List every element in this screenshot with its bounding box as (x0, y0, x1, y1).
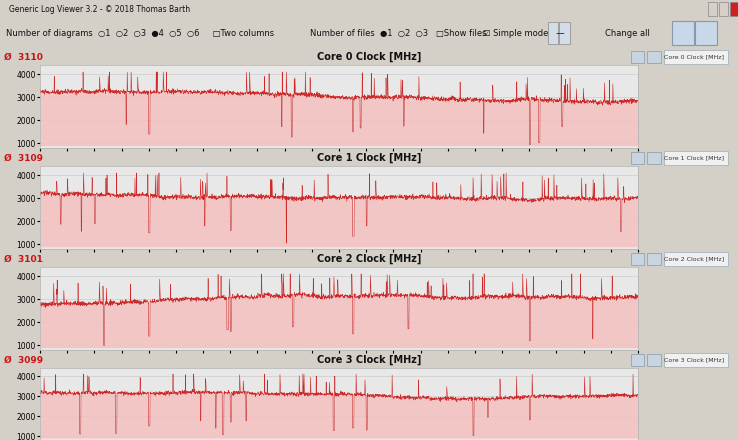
Text: Generic Log Viewer 3.2 - © 2018 Thomas Barth: Generic Log Viewer 3.2 - © 2018 Thomas B… (9, 5, 190, 15)
FancyBboxPatch shape (631, 354, 644, 367)
FancyBboxPatch shape (664, 151, 728, 165)
Text: Core 2 Clock [MHz]: Core 2 Clock [MHz] (663, 257, 724, 261)
Text: Core 3 Clock [MHz]: Core 3 Clock [MHz] (317, 355, 421, 365)
Text: Core 0 Clock [MHz]: Core 0 Clock [MHz] (663, 55, 724, 59)
FancyBboxPatch shape (664, 50, 728, 64)
FancyBboxPatch shape (647, 152, 661, 165)
FancyBboxPatch shape (708, 2, 717, 16)
FancyBboxPatch shape (647, 354, 661, 367)
Text: Ø  3109: Ø 3109 (4, 154, 43, 162)
Text: Number of files  ●1  ○2  ○3   □Show files: Number of files ●1 ○2 ○3 □Show files (310, 29, 486, 37)
Text: Ø  3099: Ø 3099 (4, 356, 43, 364)
FancyBboxPatch shape (647, 51, 661, 63)
Text: Ø  3101: Ø 3101 (4, 254, 43, 264)
Text: Core 3 Clock [MHz]: Core 3 Clock [MHz] (663, 357, 724, 363)
FancyBboxPatch shape (631, 253, 644, 265)
Text: Core 0 Clock [MHz]: Core 0 Clock [MHz] (317, 52, 421, 62)
Text: Core 1 Clock [MHz]: Core 1 Clock [MHz] (663, 155, 724, 161)
FancyBboxPatch shape (631, 51, 644, 63)
FancyBboxPatch shape (631, 152, 644, 165)
Text: Number of diagrams  ○1  ○2  ○3  ●4  ○5  ○6     □Two columns: Number of diagrams ○1 ○2 ○3 ●4 ○5 ○6 □Tw… (6, 29, 274, 37)
FancyBboxPatch shape (559, 22, 570, 44)
Text: ☑ Simple mode   —: ☑ Simple mode — (483, 29, 565, 37)
FancyBboxPatch shape (664, 353, 728, 367)
FancyBboxPatch shape (548, 22, 558, 44)
FancyBboxPatch shape (664, 252, 728, 266)
FancyBboxPatch shape (672, 21, 694, 45)
FancyBboxPatch shape (730, 2, 738, 16)
Text: Core 2 Clock [MHz]: Core 2 Clock [MHz] (317, 254, 421, 264)
Text: Ø  3110: Ø 3110 (4, 52, 43, 62)
FancyBboxPatch shape (647, 253, 661, 265)
Text: Core 1 Clock [MHz]: Core 1 Clock [MHz] (317, 153, 421, 163)
FancyBboxPatch shape (719, 2, 728, 16)
Text: Change all: Change all (605, 29, 650, 37)
FancyBboxPatch shape (695, 21, 717, 45)
